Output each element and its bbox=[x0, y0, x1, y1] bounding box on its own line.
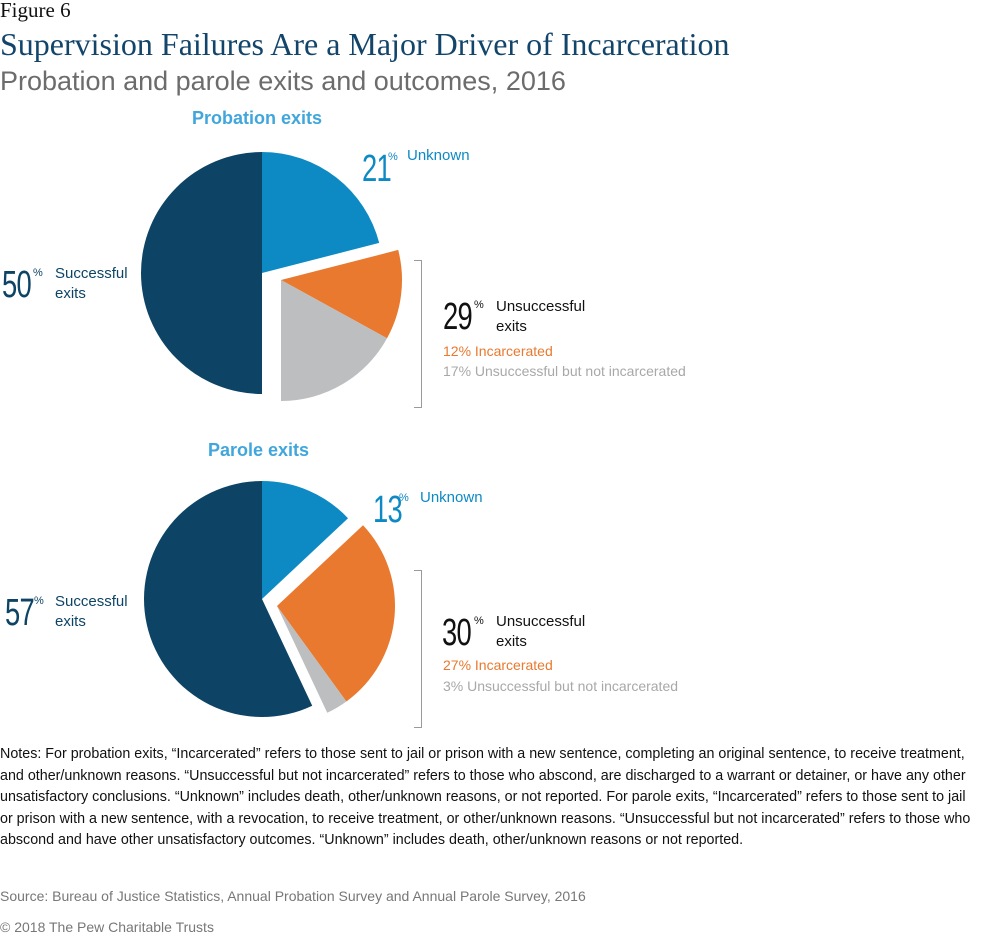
parole-incarcerated-label: 27% Incarcerated bbox=[443, 657, 553, 673]
parole-slice-unknown bbox=[262, 481, 349, 599]
probation-unsuccessful-percent: % bbox=[474, 299, 484, 311]
probation-pie-chart bbox=[141, 152, 402, 401]
probation-slice-unsuccessful-but-not-incarcerated bbox=[281, 280, 388, 401]
parole-pie-chart bbox=[143, 481, 396, 717]
probation-slice-unknown bbox=[262, 152, 380, 273]
parole-slice-incarcerated bbox=[277, 525, 396, 702]
probation-slice-successful-exits bbox=[141, 152, 262, 394]
chart-subtitle: Probation and parole exits and outcomes,… bbox=[0, 66, 566, 96]
figure-label: Figure 6 bbox=[0, 0, 71, 22]
probation-successful-label: Successful exits bbox=[55, 265, 128, 302]
probation-unsuccessful-bracket bbox=[414, 260, 422, 408]
probation-not-incarcerated-label: 17% Unsuccessful but not incarcerated bbox=[443, 363, 686, 379]
probation-successful-number: 50 bbox=[2, 264, 32, 306]
probation-successful-percent: % bbox=[33, 267, 43, 279]
probation-incarcerated-label: 12% Incarcerated bbox=[443, 343, 553, 359]
probation-unsuccessful-number: 29 bbox=[443, 296, 473, 338]
probation-pie-title: Probation exits bbox=[192, 108, 323, 128]
chart-title: Supervision Failures Are a Major Driver … bbox=[0, 26, 730, 62]
chart-copyright: © 2018 The Pew Charitable Trusts bbox=[0, 919, 214, 935]
parole-not-incarcerated-label: 3% Unsuccessful but not incarcerated bbox=[443, 678, 679, 694]
probation-slice-incarcerated bbox=[281, 249, 402, 339]
probation-unsuccessful-label: Unsuccessful exits bbox=[496, 298, 586, 335]
probation-unknown-percent: % bbox=[388, 151, 398, 163]
parole-unknown-label: Unknown bbox=[420, 489, 483, 506]
parole-pie-title: Parole exits bbox=[208, 440, 310, 460]
probation-unknown-label: Unknown bbox=[407, 147, 470, 164]
parole-successful-number: 57 bbox=[5, 592, 35, 634]
parole-unknown-percent: % bbox=[399, 492, 409, 504]
chart-notes: Notes: For probation exits, “Incarcerate… bbox=[0, 746, 971, 849]
parole-successful-percent: % bbox=[34, 595, 44, 607]
parole-slice-unsuccessful-but-not-incarcerated bbox=[277, 606, 347, 713]
parole-unknown-number: 13 bbox=[373, 489, 403, 531]
parole-slice-successful-exits bbox=[143, 481, 313, 717]
probation-unknown-number: 21 bbox=[362, 148, 392, 190]
parole-unsuccessful-label: Unsuccessful exits bbox=[496, 613, 586, 650]
chart-source: Source: Bureau of Justice Statistics, An… bbox=[0, 888, 586, 904]
parole-unsuccessful-percent: % bbox=[474, 615, 484, 627]
parole-successful-label: Successful exits bbox=[55, 593, 128, 630]
parole-unsuccessful-number: 30 bbox=[442, 612, 472, 654]
parole-unsuccessful-bracket bbox=[414, 570, 422, 728]
